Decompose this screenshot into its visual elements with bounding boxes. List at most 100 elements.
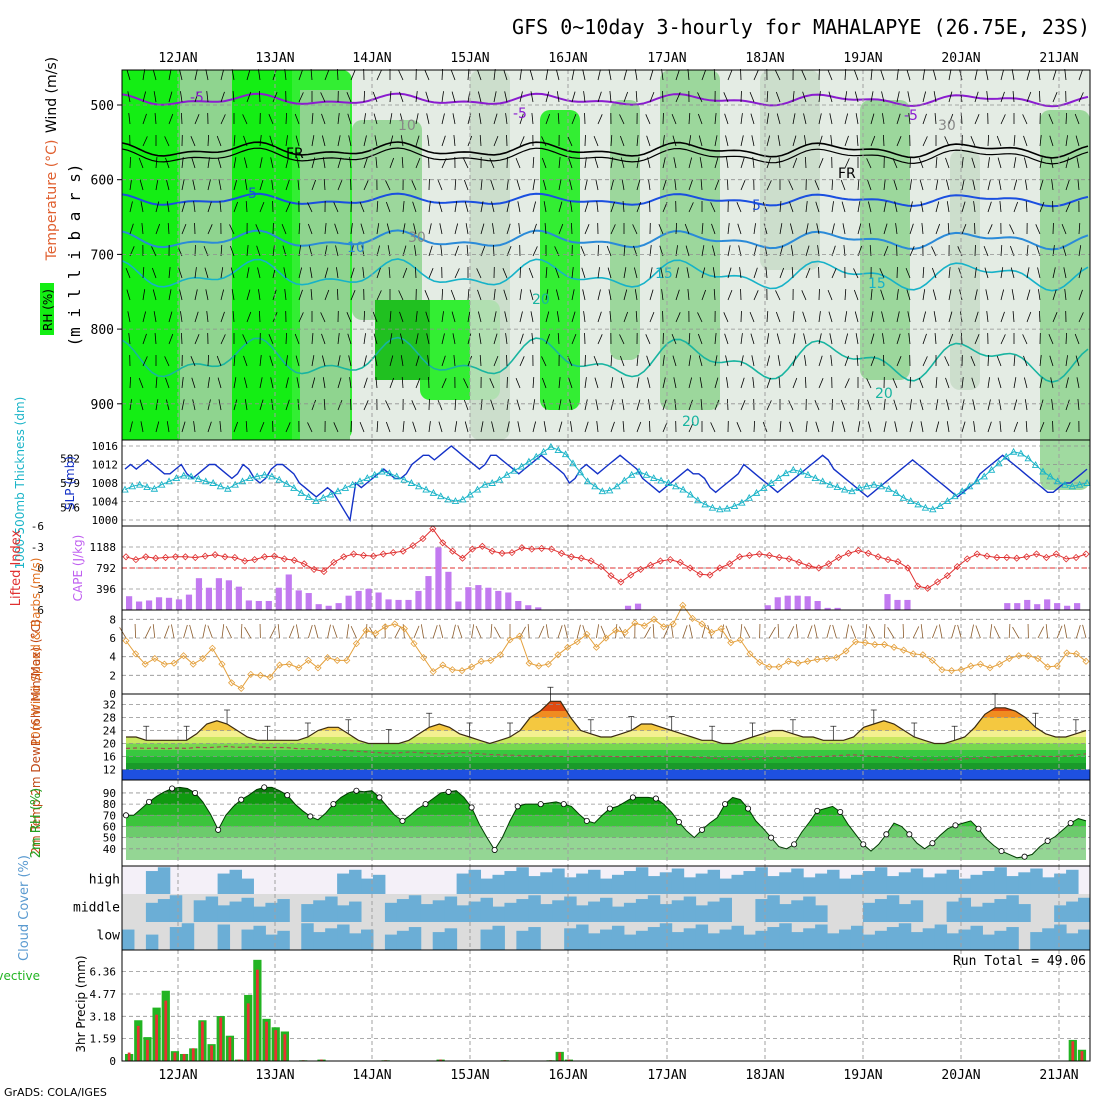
wind-barb (493, 91, 497, 103)
wind-barb (259, 377, 263, 389)
wind-barb (986, 311, 989, 323)
wind-barb (740, 355, 744, 367)
wind-barb (307, 223, 313, 235)
wind-barb (168, 289, 172, 301)
cloud-block (611, 906, 625, 922)
wind-barb (558, 201, 563, 213)
wind-barb (662, 157, 666, 169)
wind-barb (1049, 355, 1054, 367)
wind-marker (429, 668, 437, 676)
wind-barb (401, 377, 404, 389)
wind-barb (207, 135, 210, 147)
wind-barb (320, 92, 326, 103)
cloud-block (444, 896, 458, 922)
cloud-block (361, 878, 374, 894)
wind-marker (669, 620, 677, 628)
wind-barb (229, 245, 235, 257)
wind-barb (648, 201, 651, 213)
cloud-block (1006, 876, 1019, 894)
wind-barb (776, 113, 781, 125)
isotherm-minus5 (121, 92, 1089, 108)
dewpoint-line (125, 745, 1087, 761)
temp-tick-label: 28 (103, 712, 116, 725)
wind-barb (854, 91, 859, 103)
wind-barb (389, 333, 393, 345)
wind-barb (844, 135, 849, 147)
cloud-block (922, 928, 936, 950)
wind-barb (489, 378, 495, 389)
wind-barb (906, 69, 911, 81)
wind-barb (766, 400, 772, 411)
wind-barb (922, 69, 926, 81)
wind-barb (831, 421, 834, 433)
cape-bar (794, 595, 801, 610)
thickness-marker (290, 483, 298, 491)
wind-barb (1075, 135, 1080, 147)
wind-barb (1012, 91, 1015, 103)
wind-barb (415, 91, 418, 103)
wind-barb (191, 157, 196, 169)
thickness-marker (238, 477, 247, 485)
wind-barb (467, 69, 470, 81)
rh-marker (146, 798, 153, 805)
li-marker (142, 553, 150, 561)
wind-marker (602, 634, 610, 642)
wind-barb (688, 355, 692, 367)
wind-barb (168, 91, 173, 103)
wind-barb (922, 289, 926, 301)
wind-barb (142, 69, 146, 81)
panel-wind (119, 601, 1091, 695)
thickness-marker (936, 502, 944, 509)
side-label-rh: RH (%) (41, 289, 55, 331)
cloud-block (671, 868, 685, 894)
cloud-block (145, 934, 159, 950)
wind-barb (700, 399, 703, 411)
wind-barb (610, 179, 615, 191)
wind-barb (932, 625, 938, 639)
cloud-block (576, 905, 589, 922)
cape-bar (1004, 603, 1011, 610)
wind-barb (454, 223, 459, 235)
wind-marker (477, 657, 485, 665)
wind-barb (1077, 179, 1080, 191)
wind-barb (973, 201, 976, 213)
wind-barb (183, 624, 188, 639)
cloud-block (635, 867, 649, 894)
wind-barb (724, 333, 729, 345)
rh-marker (814, 807, 821, 814)
wind-barb (622, 201, 625, 213)
thickness-marker (202, 477, 210, 485)
wind-barb (795, 624, 799, 639)
wind-barb (298, 289, 303, 301)
wind-barb (363, 311, 366, 323)
wind-barb (1013, 201, 1019, 213)
cape-bar (1024, 599, 1031, 610)
wind-barb (385, 400, 391, 411)
cloud-block (695, 924, 709, 950)
wind-barb (138, 377, 144, 389)
wind-barb (506, 421, 510, 433)
wind-barb (126, 69, 131, 81)
wind-barb (127, 91, 131, 103)
wind-barb (181, 157, 184, 169)
wind-barb (792, 157, 798, 169)
wind-barb (225, 626, 232, 639)
cloud-block (850, 925, 864, 950)
li-marker (924, 584, 932, 592)
precip-convective-bar (256, 969, 259, 1061)
li-marker (152, 554, 160, 562)
wind-barb (701, 223, 704, 235)
wind-barb (556, 91, 560, 103)
thickness-marker (385, 469, 394, 477)
wind-barb (529, 289, 534, 301)
wind-barb (896, 289, 899, 301)
cape-bar (395, 599, 402, 610)
wind-barb (220, 114, 226, 125)
wind-barb (623, 311, 629, 323)
wind-barb (684, 223, 690, 235)
wind-barb (155, 201, 160, 213)
contour-label: FR (838, 166, 856, 182)
wind-barb (233, 201, 239, 213)
cloud-block (229, 869, 243, 894)
thickness-marker (738, 498, 746, 506)
